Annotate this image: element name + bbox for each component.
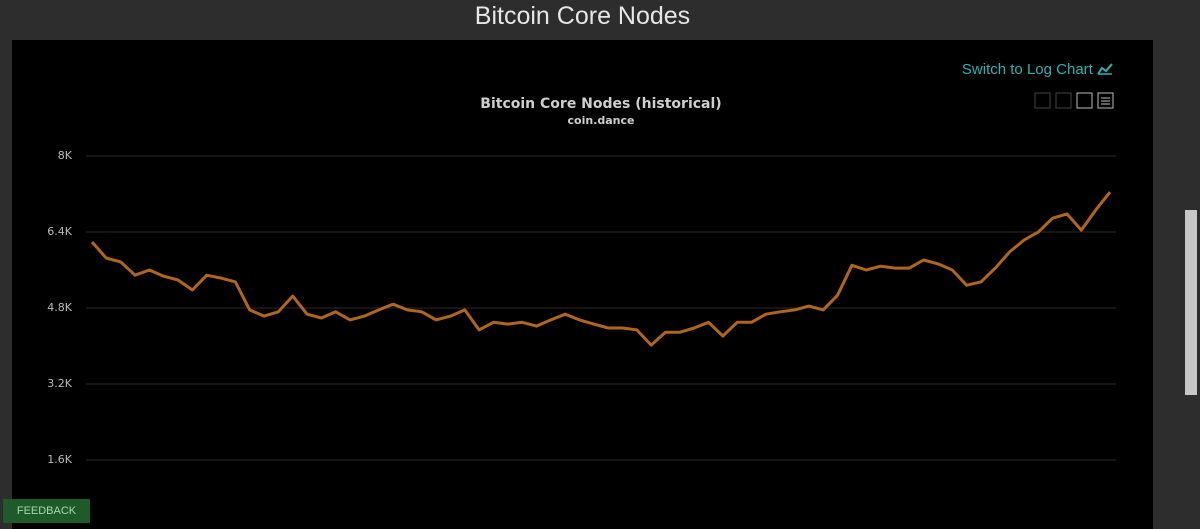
- feedback-button[interactable]: FEEDBACK: [3, 499, 90, 523]
- data-line: [90, 191, 1112, 347]
- chart-icon[interactable]: [1097, 62, 1113, 75]
- scrollbar[interactable]: [1185, 210, 1197, 395]
- reset-button[interactable]: [1055, 92, 1072, 109]
- menu-button[interactable]: [1097, 92, 1114, 109]
- chart-title: Bitcoin Core Nodes (historical): [480, 96, 721, 112]
- y-tick-label: 1.6K: [47, 453, 72, 466]
- chart-subtitle: coin.dance: [568, 114, 635, 127]
- chart-panel: Switch to Log Chart Bitcoin Core Nodes (…: [12, 40, 1153, 529]
- zoom-button[interactable]: [1034, 92, 1051, 109]
- link-text[interactable]: Switch to Log Chart: [961, 61, 1093, 78]
- toolbar[interactable]: [1034, 92, 1114, 109]
- y-tick-label: 8K: [58, 149, 73, 162]
- filter-button[interactable]: [1076, 92, 1093, 109]
- page-heading: Bitcoin Core Nodes: [474, 2, 691, 30]
- y-tick-label: 4.8K: [47, 301, 72, 314]
- chart: Bitcoin Core Nodes (historical) coin.dan…: [47, 92, 1116, 466]
- y-tick-label: 3.2K: [47, 377, 72, 390]
- y-tick-label: 6.4K: [47, 225, 72, 238]
- log-chart-link[interactable]: Switch to Log Chart: [962, 61, 1113, 78]
